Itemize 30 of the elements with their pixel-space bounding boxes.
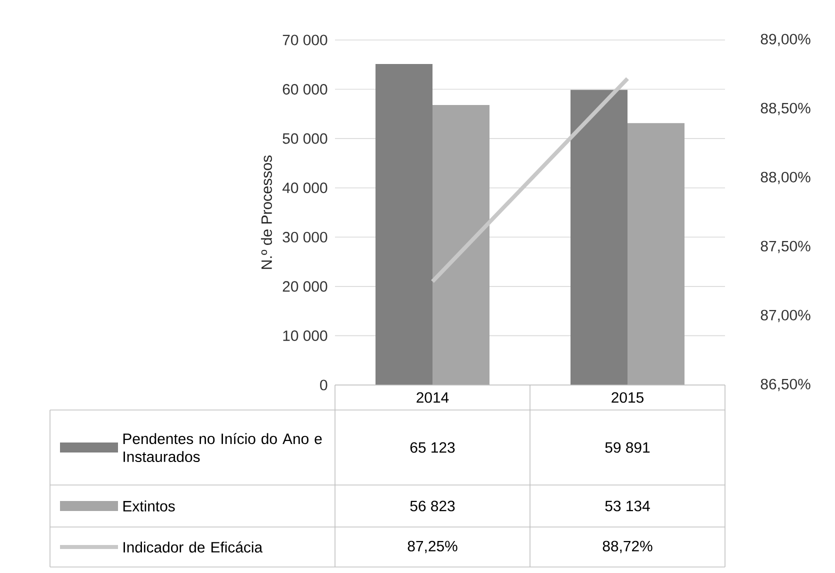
y-tick-label: 70 000 [282,34,328,46]
bar [432,104,490,385]
y-tick-label: 50 000 [282,133,328,144]
y-tick-label: 40 000 [282,182,328,194]
bar [570,90,628,385]
y2-tick-label: 87,00% [760,310,810,322]
y2-tick-label: 88,50% [760,102,810,116]
data-label: 88,72% [602,540,652,554]
y2-tick-label: 87,50% [760,240,810,254]
x-tick-label: 2014 [416,392,449,403]
legend-label: Indicador de Eficácia [124,541,263,553]
bar [376,64,433,385]
y2-tick-label: 88,00% [760,172,810,184]
y-tick-label: 20 000 [282,281,328,292]
data-label: 59 891 [605,442,650,453]
y-tick-label: 10 000 [283,330,328,341]
y-tick-label: 30 000 [282,232,328,242]
y-tick-label: 0 [320,380,328,390]
x-tick-label: 2015 [612,392,644,403]
y-tick-label: 60 000 [282,84,328,95]
legend-label: Extintos [123,500,175,512]
bar [628,123,685,385]
y2-tick-label: 89,00% [760,34,810,46]
data-label: 87,25% [408,540,458,554]
y2-tick-label: 86,50% [760,378,810,392]
data-label: 56 823 [410,500,455,512]
legend-label: Pendentes no Início do Ano e Instaurados [123,432,322,462]
data-label: 65 123 [410,442,455,453]
y-axis-title: N.º de Processos [260,156,272,269]
data-label: 53 134 [605,500,650,512]
